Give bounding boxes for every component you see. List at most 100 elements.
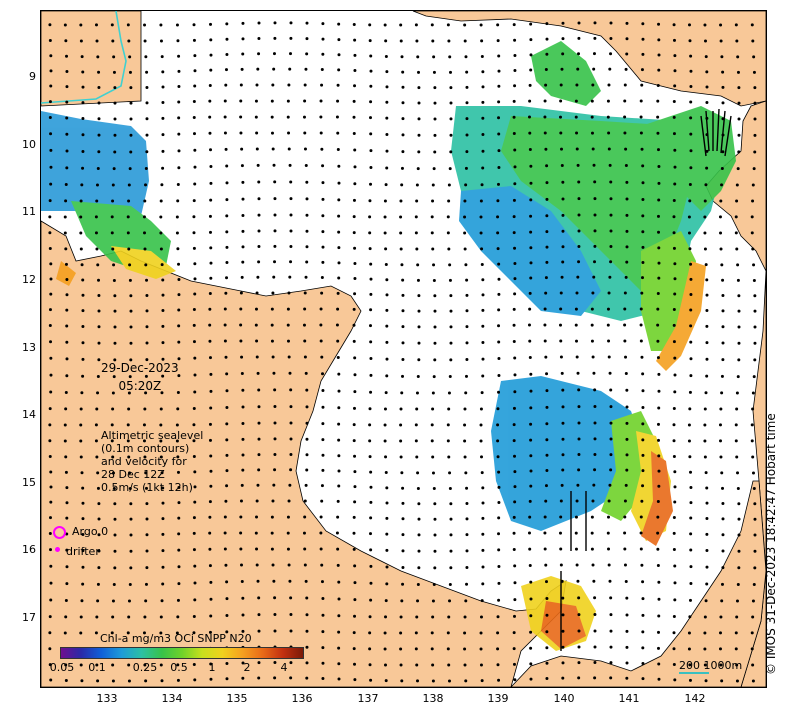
velocity-arrow bbox=[145, 533, 149, 537]
velocity-arrow bbox=[49, 84, 53, 88]
velocity-arrow bbox=[433, 294, 437, 298]
velocity-arrow bbox=[321, 613, 325, 617]
velocity-arrow bbox=[383, 663, 387, 667]
velocity-arrow bbox=[81, 486, 85, 490]
velocity-arrow bbox=[97, 533, 101, 537]
velocity-arrow bbox=[735, 663, 739, 667]
velocity-arrow bbox=[689, 516, 693, 520]
velocity-arrow bbox=[384, 679, 388, 683]
velocity-arrow bbox=[641, 484, 645, 488]
velocity-arrow bbox=[447, 663, 451, 667]
velocity-arrow bbox=[625, 197, 629, 201]
velocity-arrow bbox=[305, 245, 309, 249]
velocity-arrow bbox=[176, 390, 180, 394]
velocity-arrow bbox=[319, 131, 323, 135]
velocity-arrow bbox=[305, 421, 309, 425]
velocity-arrow bbox=[545, 677, 549, 681]
velocity-arrow bbox=[657, 580, 661, 584]
velocity-arrow bbox=[704, 55, 708, 59]
velocity-arrow bbox=[464, 166, 468, 170]
velocity-arrow bbox=[753, 309, 757, 313]
velocity-arrow bbox=[369, 116, 373, 120]
velocity-arrow bbox=[528, 499, 532, 503]
velocity-arrow bbox=[625, 52, 629, 56]
velocity-arrow bbox=[223, 531, 227, 535]
velocity-arrow bbox=[496, 199, 500, 203]
velocity-arrow bbox=[337, 53, 341, 57]
velocity-arrow bbox=[97, 150, 101, 154]
y-tick-label: 17 bbox=[22, 611, 36, 624]
velocity-arrow bbox=[688, 663, 692, 667]
velocity-arrow bbox=[465, 293, 469, 297]
velocity-arrow bbox=[321, 468, 325, 472]
velocity-arrow bbox=[609, 260, 613, 264]
velocity-arrow bbox=[721, 293, 725, 297]
velocity-arrow bbox=[176, 247, 180, 251]
velocity-arrow bbox=[753, 294, 757, 298]
velocity-arrow bbox=[303, 307, 307, 311]
velocity-arrow bbox=[368, 423, 372, 427]
velocity-arrow bbox=[751, 455, 755, 459]
velocity-arrow bbox=[286, 531, 290, 535]
velocity-arrow bbox=[208, 323, 212, 327]
velocity-arrow bbox=[593, 612, 597, 616]
map-canvas[interactable] bbox=[41, 11, 766, 687]
velocity-arrow bbox=[641, 276, 645, 280]
velocity-arrow bbox=[672, 246, 676, 250]
velocity-arrow bbox=[561, 421, 565, 425]
velocity-arrow bbox=[623, 131, 627, 135]
velocity-arrow bbox=[432, 487, 436, 491]
velocity-arrow bbox=[175, 215, 179, 219]
velocity-arrow bbox=[689, 308, 693, 312]
map-frame[interactable]: 29-Dec-2023 05:20Z Altimetric sealevel (… bbox=[40, 10, 767, 688]
velocity-arrow bbox=[401, 341, 405, 345]
velocity-arrow bbox=[95, 39, 99, 43]
velocity-arrow bbox=[719, 663, 723, 667]
velocity-arrow bbox=[95, 183, 99, 187]
velocity-arrow bbox=[240, 579, 244, 583]
velocity-arrow bbox=[513, 564, 517, 568]
velocity-arrow bbox=[193, 69, 197, 73]
velocity-arrow bbox=[577, 596, 581, 600]
velocity-arrow bbox=[545, 646, 549, 650]
velocity-arrow bbox=[369, 84, 373, 88]
velocity-arrow bbox=[734, 423, 738, 427]
velocity-arrow bbox=[623, 115, 627, 119]
velocity-arrow bbox=[719, 231, 723, 235]
velocity-arrow bbox=[529, 164, 533, 168]
velocity-arrow bbox=[383, 199, 387, 203]
velocity-arrow bbox=[208, 307, 212, 311]
velocity-arrow bbox=[385, 116, 389, 120]
velocity-arrow bbox=[590, 115, 594, 119]
velocity-arrow bbox=[208, 99, 212, 103]
velocity-arrow bbox=[593, 676, 597, 680]
velocity-arrow bbox=[239, 531, 243, 535]
velocity-arrow bbox=[529, 261, 533, 265]
velocity-arrow bbox=[657, 469, 661, 473]
velocity-arrow bbox=[177, 324, 181, 328]
velocity-arrow bbox=[513, 500, 517, 504]
velocity-arrow bbox=[672, 231, 676, 235]
velocity-arrow bbox=[176, 182, 180, 186]
velocity-arrow bbox=[480, 471, 484, 475]
velocity-arrow bbox=[128, 167, 132, 171]
velocity-arrow bbox=[559, 307, 563, 311]
velocity-arrow bbox=[465, 341, 469, 345]
velocity-arrow bbox=[751, 599, 755, 603]
velocity-arrow bbox=[465, 85, 469, 89]
velocity-arrow bbox=[159, 423, 163, 427]
velocity-arrow bbox=[384, 183, 388, 187]
velocity-arrow bbox=[593, 661, 597, 665]
velocity-arrow bbox=[401, 565, 405, 569]
velocity-arrow bbox=[703, 231, 707, 235]
velocity-arrow bbox=[80, 263, 84, 267]
velocity-arrow bbox=[113, 341, 117, 345]
velocity-arrow bbox=[657, 261, 661, 265]
velocity-arrow bbox=[254, 99, 258, 103]
velocity-arrow bbox=[640, 147, 644, 151]
velocity-arrow bbox=[159, 231, 163, 235]
velocity-arrow bbox=[528, 99, 532, 103]
velocity-arrow bbox=[192, 548, 196, 552]
velocity-arrow bbox=[127, 39, 131, 43]
velocity-arrow bbox=[241, 229, 245, 233]
